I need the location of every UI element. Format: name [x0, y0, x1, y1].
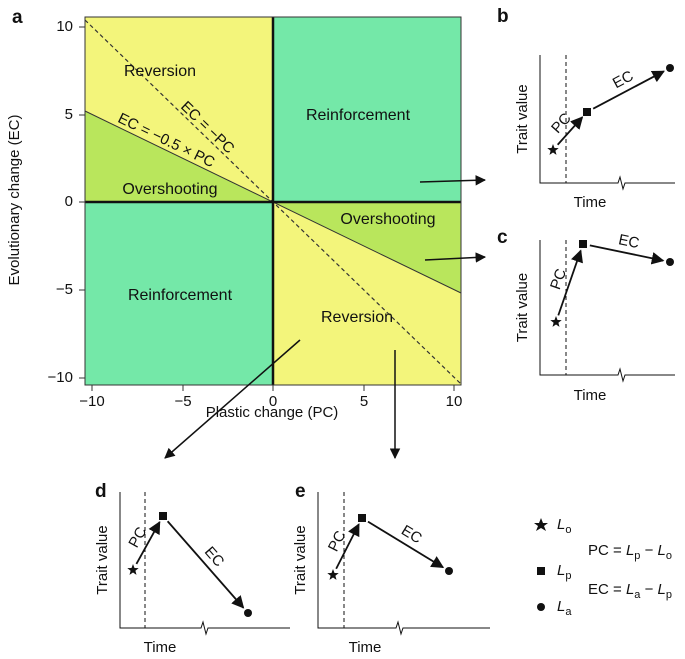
- dot: [666, 258, 674, 266]
- arrow: [367, 520, 445, 569]
- ticks: −10 −5 0 5 10 10 5 0 −5 −10: [48, 18, 463, 410]
- y-axis-title: Trait value: [292, 525, 309, 594]
- legend-symbol: La: [557, 598, 572, 618]
- arrow: [557, 249, 583, 316]
- segment-label: EC: [617, 231, 641, 252]
- panel-label: b: [497, 6, 509, 27]
- axes: [317, 492, 490, 636]
- y-tick-label: −10: [48, 369, 73, 386]
- arrow: [164, 339, 301, 459]
- x-tick-label: 0: [269, 393, 277, 410]
- legend: Lo Lp La PC = Lp − Lo EC = La − Lp: [534, 516, 672, 618]
- region: [273, 17, 461, 202]
- segment-label: EC: [398, 522, 425, 547]
- axes: [539, 55, 675, 191]
- star: [327, 569, 339, 580]
- arrow: [592, 70, 665, 110]
- y-axis-title: Trait value: [514, 84, 531, 153]
- square: [537, 567, 545, 575]
- square: [579, 240, 587, 248]
- y-tick-label: 5: [65, 106, 73, 123]
- arrow: [166, 520, 245, 609]
- legend-symbol: Lp: [557, 562, 571, 582]
- x-tick-label: 10: [446, 393, 463, 410]
- segment-label: PC: [547, 266, 570, 291]
- dot: [445, 567, 453, 575]
- star: [534, 518, 548, 531]
- y-axis-title: Trait value: [514, 273, 531, 342]
- segment-label: PC: [548, 110, 575, 137]
- axes: [119, 492, 290, 636]
- panel: c Trait value Time PC EC: [497, 227, 675, 404]
- panel-label: d: [95, 481, 107, 502]
- region-label: Reinforcement: [128, 287, 233, 304]
- square: [159, 512, 167, 520]
- axes: [539, 240, 675, 383]
- x-axis-title: Time: [144, 639, 177, 656]
- small-panels: b Trait value Time PC EC c Trait value Time PC EC…: [94, 6, 675, 656]
- x-axis-title: Time: [574, 194, 607, 211]
- region: [85, 17, 273, 202]
- region-label: Overshooting: [340, 211, 435, 228]
- arrow: [556, 116, 584, 146]
- x-axis-title: Time: [574, 387, 607, 404]
- dot: [666, 64, 674, 72]
- y-axis-title: Evolutionary change (EC): [6, 115, 23, 286]
- arrow: [419, 175, 487, 186]
- y-axis-title: Trait value: [94, 525, 111, 594]
- arrow: [135, 521, 161, 565]
- region: [85, 202, 273, 385]
- panel-label: a: [12, 7, 23, 28]
- dot: [537, 603, 545, 611]
- square: [358, 514, 366, 522]
- y-tick-label: −5: [56, 281, 73, 298]
- arrow: [335, 523, 360, 570]
- x-tick-label: 5: [360, 393, 368, 410]
- equation: PC = Lp − Lo: [588, 542, 672, 562]
- arrow: [589, 244, 665, 265]
- star: [547, 144, 559, 155]
- star: [550, 316, 562, 327]
- region-label: Reversion: [124, 63, 196, 80]
- legend-symbol: Lo: [557, 516, 571, 536]
- region-label: Reversion: [321, 309, 393, 326]
- x-axis-title: Time: [349, 639, 382, 656]
- panel-label: c: [497, 227, 508, 248]
- x-tick-label: −5: [174, 393, 191, 410]
- y-tick-label: 0: [65, 193, 73, 210]
- panel-a: a Reversion Reinforcement Overshooting O…: [6, 7, 487, 460]
- region-label: Reinforcement: [306, 107, 411, 124]
- region-label: Overshooting: [122, 181, 217, 198]
- segment-label: EC: [201, 543, 228, 570]
- star: [127, 564, 139, 575]
- x-tick-label: −10: [79, 393, 104, 410]
- x-axis-title: Plastic change (PC): [206, 404, 339, 421]
- panel-label: e: [295, 481, 306, 502]
- arrow: [424, 252, 487, 263]
- square: [583, 108, 591, 116]
- y-tick-label: 10: [56, 18, 73, 35]
- dot: [244, 609, 252, 617]
- equation: EC = La − Lp: [588, 581, 672, 601]
